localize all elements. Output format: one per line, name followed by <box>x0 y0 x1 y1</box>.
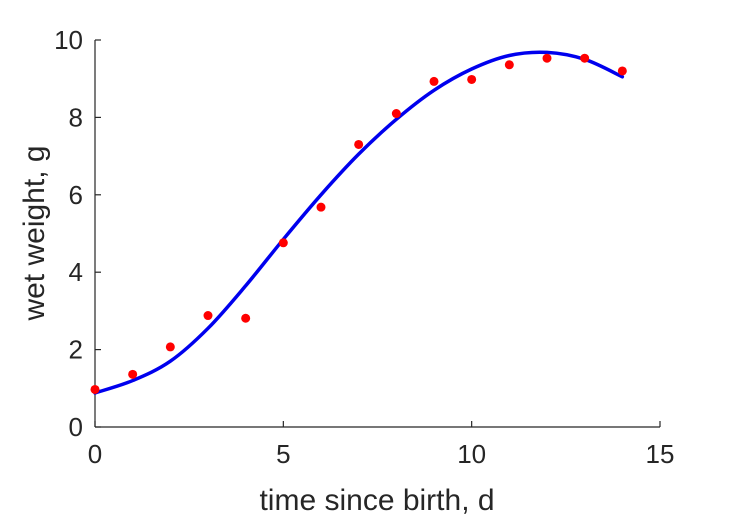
ticks: 0 5 10 15 0 2 4 6 8 10 <box>54 25 674 469</box>
x-axis-label: time since birth, d <box>259 484 494 517</box>
y-tick-label: 4 <box>69 257 83 287</box>
y-tick-label: 0 <box>69 412 83 442</box>
data-point <box>278 238 288 248</box>
data-point <box>542 53 552 63</box>
data-point <box>617 66 627 76</box>
fit-line <box>93 50 625 395</box>
data-point <box>354 139 364 149</box>
y-tick-label: 2 <box>69 335 83 365</box>
y-tick-label: 6 <box>69 180 83 210</box>
x-tick-label: 0 <box>88 439 102 469</box>
data-point <box>128 369 138 379</box>
data-point <box>391 109 401 119</box>
x-tick-label: 15 <box>646 439 675 469</box>
data-point <box>90 384 100 394</box>
data-point <box>580 53 590 63</box>
data-point <box>429 76 439 86</box>
y-tick-label: 8 <box>69 102 83 132</box>
x-tick-label: 5 <box>276 439 290 469</box>
data-point <box>316 202 326 212</box>
data-point <box>504 60 514 70</box>
x-tick-label: 10 <box>457 439 486 469</box>
data-point <box>165 342 175 352</box>
fit-layer <box>93 50 625 395</box>
axes <box>94 40 660 428</box>
data-point <box>203 311 213 321</box>
data-point <box>467 74 477 84</box>
data-point <box>241 313 251 323</box>
y-axis-label: wet weight, g <box>18 145 51 321</box>
points-layer <box>90 53 627 394</box>
y-tick-label: 10 <box>54 25 83 55</box>
